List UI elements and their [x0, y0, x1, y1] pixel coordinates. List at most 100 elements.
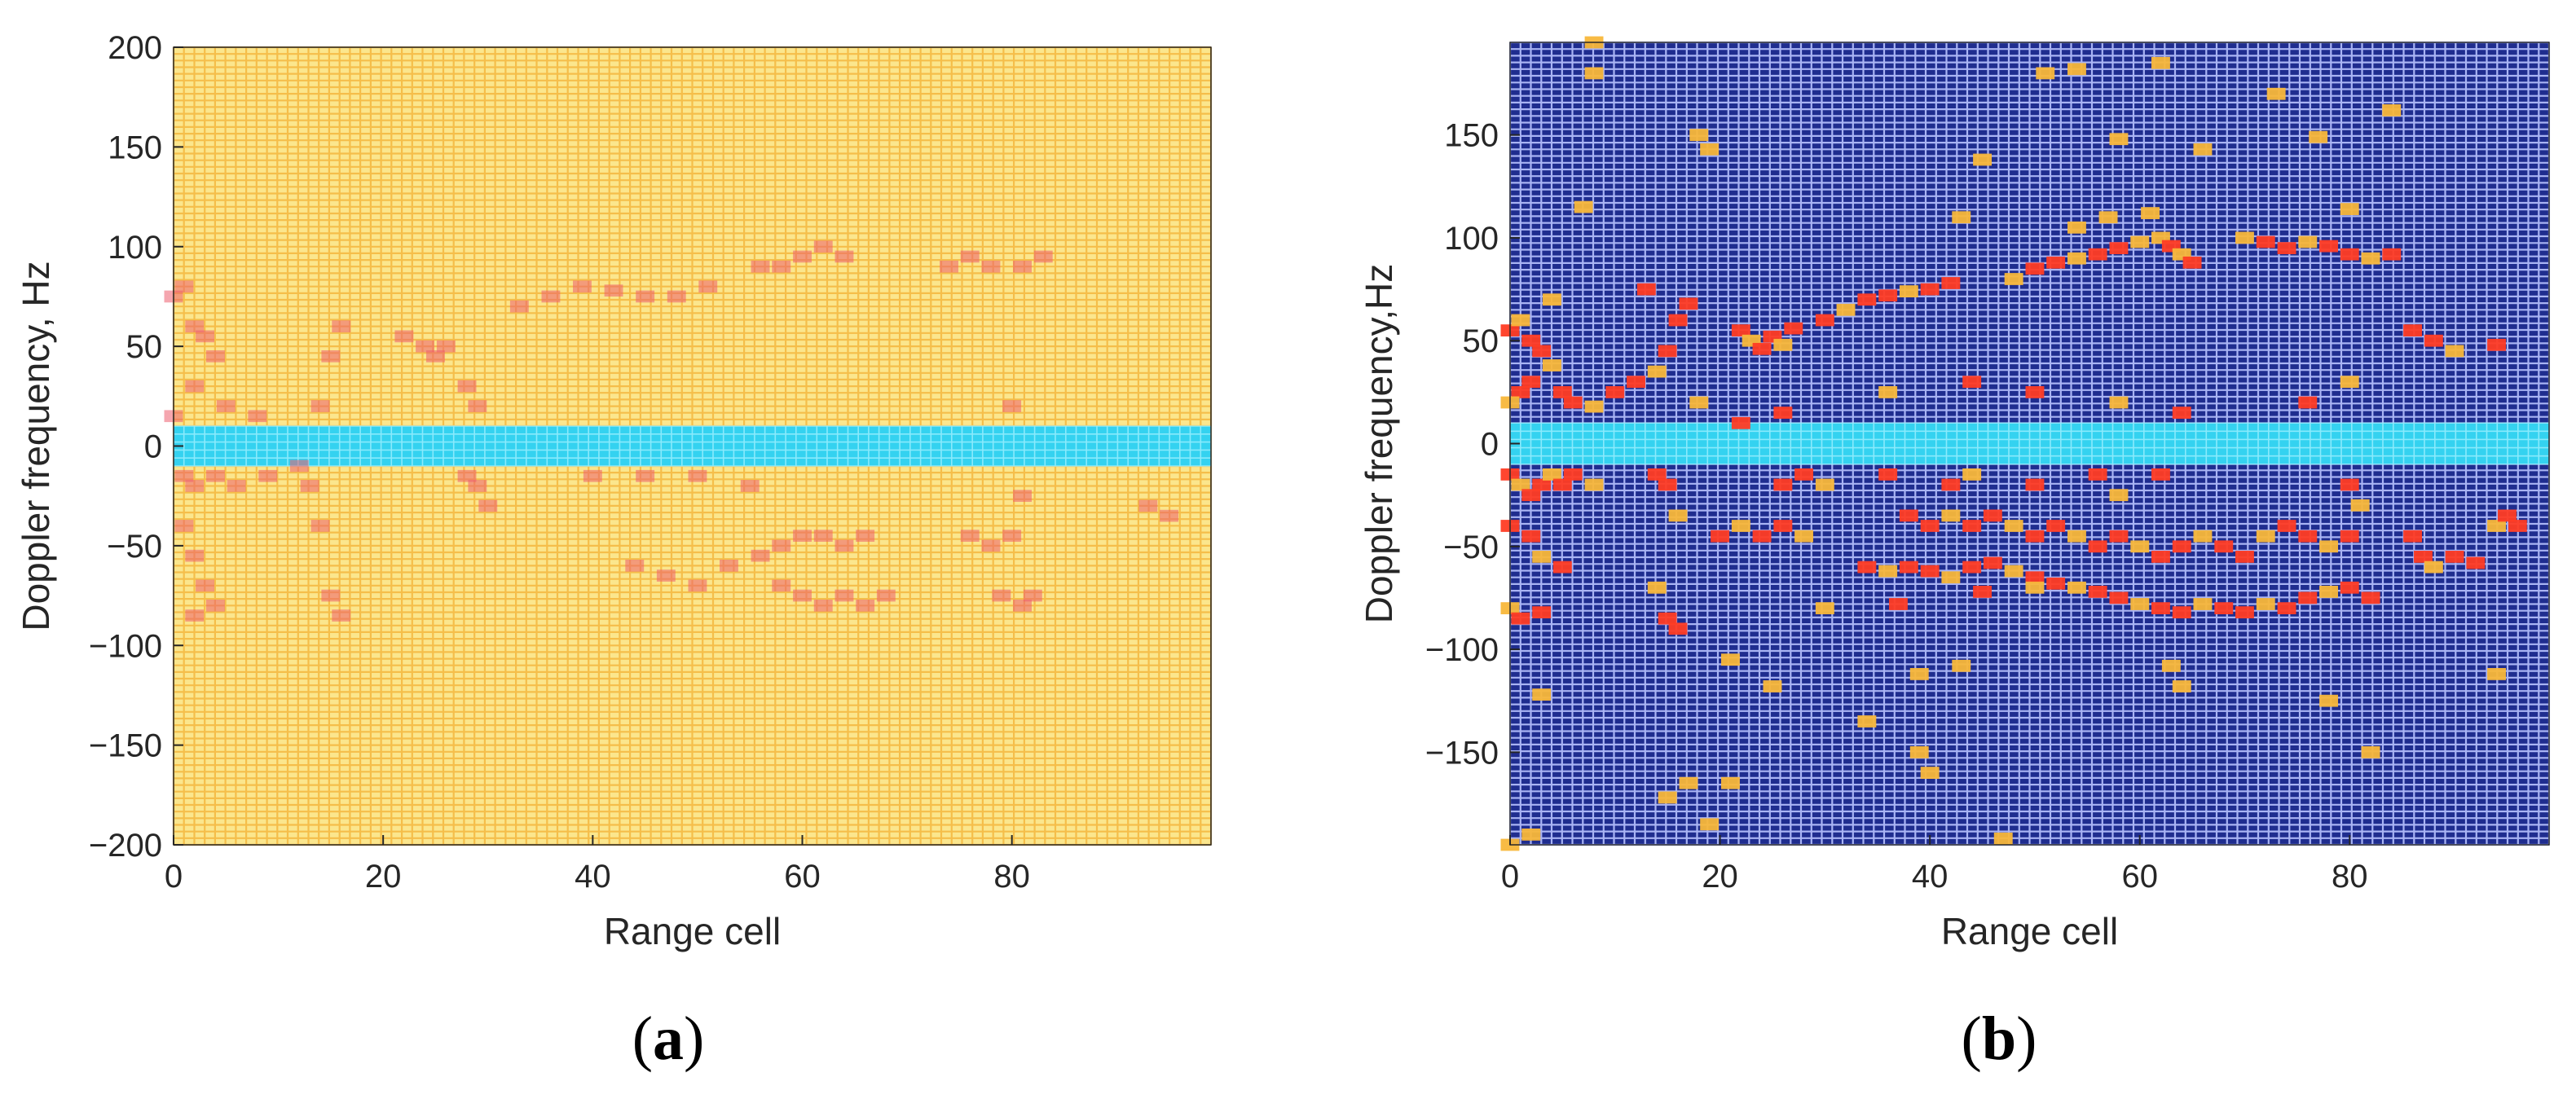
data-point — [1899, 560, 1918, 574]
data-point — [1773, 407, 1793, 419]
y-axis-label: Doppler frequency,Hz — [1358, 264, 1400, 623]
data-point — [1700, 143, 1720, 156]
data-point — [751, 549, 770, 562]
data-point — [2340, 530, 2359, 543]
data-point — [2067, 581, 2086, 594]
data-point — [1773, 478, 1793, 491]
data-point — [2361, 746, 2380, 758]
data-point — [1689, 396, 1709, 409]
data-point — [1563, 468, 1583, 481]
data-points — [164, 240, 1178, 622]
data-point — [457, 380, 477, 393]
data-point — [426, 350, 445, 363]
data-point — [1627, 376, 1645, 389]
data-point — [1941, 509, 1961, 522]
data-point — [1731, 520, 1750, 532]
data-point — [2277, 602, 2296, 614]
data-point — [573, 280, 592, 293]
data-point — [185, 480, 205, 492]
data-point — [206, 350, 225, 363]
data-point — [1794, 468, 1813, 481]
data-point — [2130, 598, 2150, 610]
data-point — [394, 330, 414, 343]
data-point — [509, 300, 529, 313]
data-point — [1752, 342, 1772, 355]
data-point — [856, 530, 875, 542]
data-point — [1941, 478, 1961, 491]
data-point — [2340, 478, 2359, 491]
data-point — [2025, 386, 2045, 398]
data-point — [2361, 252, 2380, 265]
data-point — [2172, 606, 2191, 618]
data-point — [248, 410, 267, 423]
x-tick-label: 40 — [1912, 859, 1949, 895]
data-point — [1857, 715, 1877, 728]
data-point — [185, 609, 205, 622]
data-point — [2151, 468, 2170, 481]
data-point — [1511, 314, 1530, 327]
data-point — [2309, 130, 2328, 143]
data-point — [1668, 509, 1688, 522]
data-point — [1552, 386, 1572, 398]
data-point — [813, 530, 833, 542]
data-point — [2098, 211, 2118, 224]
data-point — [1033, 250, 1053, 263]
panel-label-b: (b) — [1962, 1004, 2037, 1073]
data-point — [2235, 606, 2254, 618]
data-point — [1920, 520, 1940, 532]
data-point — [2141, 207, 2160, 219]
data-point — [1909, 746, 1929, 758]
data-point — [2298, 530, 2318, 543]
data-point — [2487, 520, 2506, 532]
data-point — [2445, 345, 2464, 358]
x-tick-label: 0 — [1501, 859, 1519, 895]
data-point — [1794, 530, 1813, 543]
data-point — [2004, 565, 2023, 578]
data-point — [1532, 345, 1552, 358]
data-point — [1511, 612, 1530, 625]
data-point — [310, 520, 330, 532]
data-point — [2424, 334, 2443, 347]
data-point — [1521, 334, 1541, 347]
data-point — [1647, 468, 1667, 481]
data-point — [1679, 297, 1698, 310]
data-point — [1815, 478, 1834, 491]
y-tick-label: −200 — [89, 828, 162, 864]
data-point — [2025, 262, 2045, 275]
data-point — [1711, 530, 1729, 543]
data-point — [1784, 322, 1803, 335]
data-point — [1731, 416, 1750, 429]
data-point — [1138, 499, 1158, 512]
data-point — [1878, 565, 1898, 578]
data-point — [2182, 256, 2202, 269]
x-tick-label: 20 — [1702, 859, 1738, 895]
panel-label-a: (a) — [632, 1004, 705, 1073]
data-point — [1941, 571, 1961, 584]
data-point — [960, 530, 980, 542]
data-point — [310, 400, 330, 412]
data-point — [1878, 289, 1898, 302]
data-points — [1500, 36, 2527, 851]
data-point — [1532, 606, 1552, 618]
data-point — [2025, 530, 2045, 543]
data-point — [834, 539, 854, 552]
data-point — [2151, 602, 2170, 614]
data-point — [2109, 133, 2129, 146]
data-point — [940, 260, 958, 273]
data-point — [856, 600, 875, 612]
y-tick-label: 200 — [108, 30, 162, 66]
data-point — [2445, 551, 2464, 563]
data-point — [541, 290, 561, 303]
data-point — [332, 320, 351, 332]
data-point — [2088, 468, 2107, 481]
data-point — [1574, 200, 1593, 213]
data-point — [636, 469, 655, 482]
data-point — [1584, 400, 1604, 413]
data-point — [1636, 283, 1656, 296]
data-point — [834, 250, 854, 263]
data-point — [1543, 468, 1561, 481]
data-point — [2340, 581, 2359, 594]
data-point — [1658, 345, 1677, 358]
y-tick-label: 150 — [1444, 118, 1499, 154]
